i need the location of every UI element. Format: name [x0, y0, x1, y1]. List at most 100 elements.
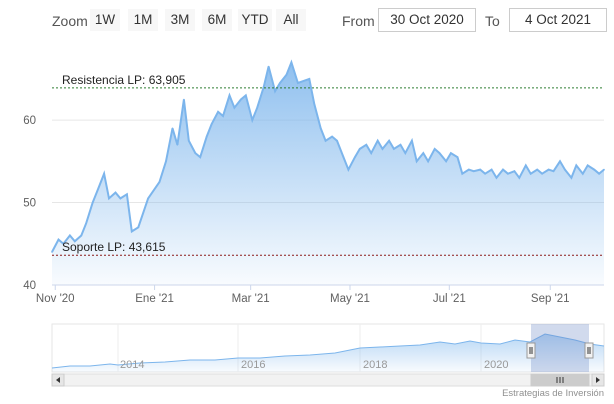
data-point — [74, 240, 76, 243]
to-label: To — [485, 13, 500, 29]
navigator-year-label: 2018 — [363, 359, 387, 371]
data-point — [188, 139, 190, 142]
navigator-year-label: 2016 — [241, 359, 265, 371]
data-point — [427, 160, 429, 163]
range-button-1w[interactable]: 1W — [90, 9, 120, 31]
data-point — [217, 111, 219, 113]
data-point — [422, 152, 425, 154]
range-button-3m[interactable]: 3M — [165, 9, 195, 31]
data-point — [199, 156, 201, 158]
data-point — [603, 168, 605, 171]
data-point — [256, 106, 259, 109]
range-button-6m[interactable]: 6M — [202, 9, 232, 31]
y-axis-labels: 40 50 60 — [23, 115, 36, 292]
data-point — [415, 160, 418, 163]
data-point — [399, 144, 402, 146]
y-tick-label: 60 — [23, 115, 36, 127]
range-button-all[interactable]: All — [276, 9, 306, 31]
data-point — [62, 243, 65, 245]
data-point — [57, 238, 60, 241]
data-point — [450, 152, 452, 154]
data-point — [183, 98, 185, 101]
data-point — [194, 152, 197, 154]
data-point — [479, 168, 482, 171]
data-point — [445, 160, 447, 163]
x-tick-label: Nov '20 — [36, 293, 75, 305]
data-point — [468, 168, 470, 171]
data-point — [472, 170, 475, 172]
data-point — [490, 168, 493, 171]
data-point — [347, 168, 350, 171]
data-point — [336, 139, 338, 142]
data-point — [176, 144, 179, 146]
data-point — [393, 148, 395, 150]
data-point — [119, 197, 122, 200]
data-point — [518, 177, 521, 179]
data-point — [267, 65, 270, 68]
data-point — [324, 139, 327, 142]
data-point — [279, 82, 281, 84]
data-points — [51, 61, 605, 253]
navigator-year-label: 2014 — [120, 359, 144, 371]
scrollbar[interactable] — [51, 373, 605, 387]
data-point — [354, 156, 356, 158]
data-point — [308, 78, 311, 80]
navigator-left-handle[interactable] — [526, 342, 536, 359]
data-point — [210, 123, 213, 125]
data-point — [582, 172, 584, 175]
data-point — [433, 148, 436, 150]
data-point — [319, 127, 322, 130]
arrow-left-icon — [56, 377, 60, 383]
x-tick-label: Jul '21 — [433, 293, 466, 305]
support-label: Soporte LP: 43,615 — [62, 240, 166, 254]
data-point — [85, 222, 87, 224]
data-point — [507, 172, 509, 175]
scrollbar-track[interactable] — [51, 373, 605, 387]
data-point — [290, 61, 293, 64]
to-date-input[interactable]: 4 Oct 2021 — [509, 8, 607, 32]
data-point — [313, 102, 316, 105]
data-point — [575, 164, 578, 167]
grip-lines-icon — [556, 377, 564, 383]
data-point — [552, 170, 555, 172]
data-point — [536, 168, 538, 171]
data-point — [147, 197, 149, 200]
data-point — [404, 152, 407, 154]
data-point — [69, 234, 71, 237]
data-point — [240, 98, 242, 101]
data-point — [205, 135, 208, 138]
data-point — [171, 127, 174, 130]
data-point — [456, 156, 459, 158]
navigator[interactable]: 2014 2016 2018 2020 — [51, 323, 605, 373]
navigator-series-line — [51, 333, 605, 369]
navigator-selected-range[interactable] — [531, 324, 589, 372]
credits-text: Estrategias de Inversión — [502, 388, 604, 399]
data-point — [495, 177, 498, 179]
data-point — [513, 170, 516, 172]
data-point — [525, 164, 527, 167]
data-point — [96, 189, 99, 191]
data-point — [570, 177, 573, 179]
x-tick-label: Mar '21 — [232, 293, 270, 305]
data-point — [114, 191, 117, 194]
data-point — [484, 172, 486, 175]
y-tick-label: 40 — [23, 280, 36, 292]
data-point — [165, 160, 167, 163]
data-point — [547, 168, 550, 171]
arrow-right-icon — [596, 377, 600, 383]
data-point — [376, 139, 379, 142]
data-point — [331, 135, 333, 138]
data-point — [586, 164, 589, 167]
data-point — [222, 115, 224, 117]
data-point — [461, 172, 464, 175]
resistance-label: Resistencia LP: 63,905 — [62, 73, 186, 87]
range-button-ytd[interactable]: YTD — [238, 9, 272, 31]
navigator-right-handle[interactable] — [584, 342, 594, 359]
from-date-input[interactable]: 30 Oct 2020 — [378, 8, 476, 32]
range-button-1m[interactable]: 1M — [128, 9, 158, 31]
data-point — [251, 119, 254, 121]
x-tick-label: May '21 — [330, 293, 370, 305]
data-point — [80, 234, 83, 237]
range-selector: Zoom 1W 1M 3M 6M YTD All From 30 Oct 202… — [0, 0, 614, 40]
y-tick-label: 50 — [23, 198, 36, 210]
